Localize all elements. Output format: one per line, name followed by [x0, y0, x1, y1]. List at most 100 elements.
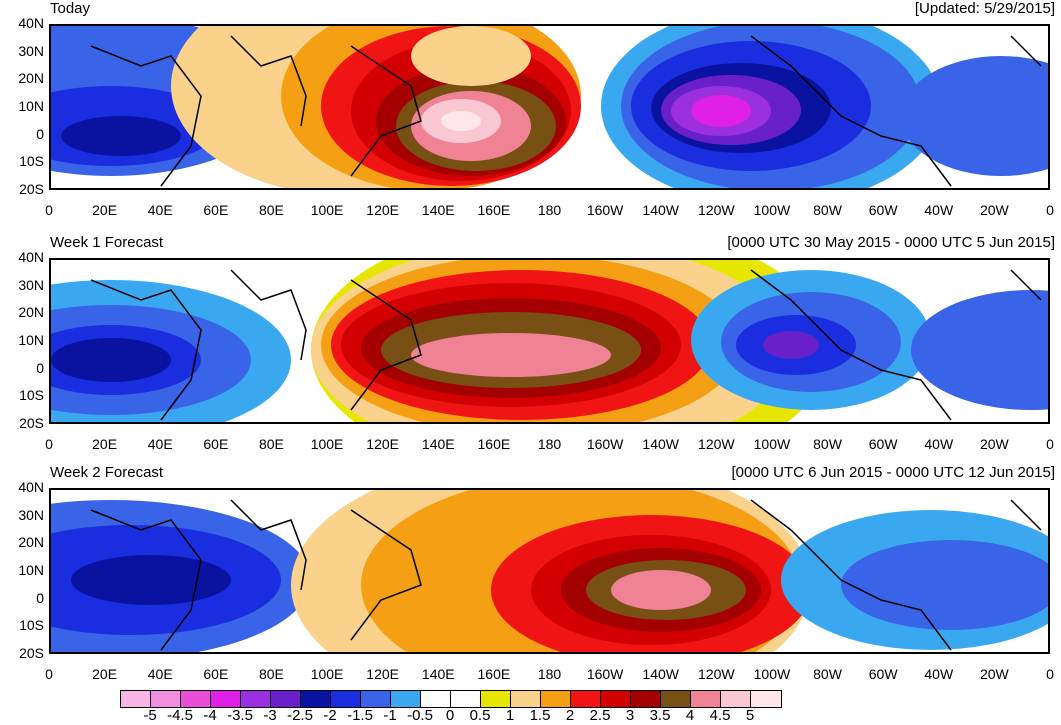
colorbar-swatch — [541, 691, 571, 707]
lon-label: 120W — [698, 202, 735, 218]
colorbar-label: 0 — [445, 707, 455, 724]
colorbar-swatch — [151, 691, 181, 707]
colorbar-swatch — [361, 691, 391, 707]
colorbar-swatch — [571, 691, 601, 707]
contour-region — [901, 56, 1048, 176]
coastline — [350, 509, 422, 641]
lat-label: 40N — [18, 15, 44, 31]
contour-region — [911, 290, 1048, 410]
colorbar-label: -5 — [143, 707, 157, 724]
lat-label: 20N — [18, 304, 44, 321]
lon-label: 160W — [586, 202, 624, 218]
lon-label: 140W — [642, 666, 680, 682]
lon-label: 80E — [258, 666, 284, 682]
lon-label: 160W — [586, 436, 624, 452]
lat-label: 10N — [18, 332, 44, 348]
lon-label: 120E — [366, 436, 400, 452]
lon-label: 180 — [537, 202, 562, 218]
coastline — [750, 35, 952, 187]
colorbar-swatch — [451, 691, 481, 707]
lon-label: 120E — [366, 666, 400, 682]
coastline — [1010, 269, 1042, 301]
lat-label: 20S — [19, 181, 44, 197]
lat-label: 10S — [19, 153, 44, 170]
lat-label: 30N — [18, 276, 44, 293]
lon-label: 100E — [310, 666, 344, 682]
colorbar — [120, 690, 782, 708]
coastline — [230, 499, 307, 591]
contour-region — [841, 540, 1048, 630]
lon-label: 100W — [753, 202, 791, 218]
map-frame — [49, 24, 1050, 190]
anomaly-map — [51, 260, 1048, 422]
lon-label: 140W — [642, 436, 680, 452]
lon-label: 60W — [868, 202, 898, 218]
panel-subtitle: [0000 UTC 6 Jun 2015 - 0000 UTC 12 Jun 2… — [731, 464, 1055, 481]
lon-label: 120W — [698, 436, 735, 452]
colorbar-label: -2 — [323, 707, 337, 724]
lon-label: 40W — [924, 202, 954, 218]
colorbar-swatch — [301, 691, 331, 707]
colorbar-label: 5 — [745, 707, 755, 724]
colorbar-label: -1.5 — [347, 707, 373, 724]
colorbar-swatch — [331, 691, 361, 707]
contour-region — [71, 555, 231, 605]
lon-label: 0 — [1046, 202, 1054, 218]
lon-label: 80W — [813, 666, 842, 682]
colorbar-swatch — [271, 691, 301, 707]
lat-label: 20N — [18, 534, 44, 551]
lon-label: 160E — [477, 202, 511, 218]
panel-title: Week 1 Forecast — [50, 234, 164, 251]
contour-region — [691, 95, 751, 127]
lon-label: 100E — [310, 202, 344, 218]
map-frame — [49, 258, 1050, 424]
lat-label: 10S — [19, 387, 44, 404]
colorbar-label: -2.5 — [287, 707, 313, 724]
lat-label: 40N — [18, 479, 44, 495]
colorbar-swatch — [511, 691, 541, 707]
colorbar-swatch — [691, 691, 721, 707]
anomaly-map — [51, 26, 1048, 188]
colorbar-label: -0.5 — [407, 707, 433, 724]
contour-region — [51, 338, 171, 382]
colorbar-label: -4.5 — [167, 707, 193, 724]
colorbar-label: 3.5 — [649, 707, 671, 724]
panel-subtitle: [Updated: 5/29/2015] — [914, 0, 1055, 17]
lon-label: 0 — [45, 202, 53, 218]
colorbar-label: 4.5 — [709, 707, 731, 724]
lon-label: 80E — [258, 202, 284, 218]
colorbar-label: 4 — [685, 707, 695, 724]
lon-label: 140W — [642, 202, 680, 218]
lon-label: 0 — [1046, 436, 1054, 452]
lat-label: 0 — [36, 589, 44, 606]
colorbar-label: -3.5 — [227, 707, 253, 724]
coastline — [1010, 35, 1042, 67]
lon-label: 40W — [924, 436, 954, 452]
colorbar-swatch — [421, 691, 451, 707]
lat-label: 40N — [18, 249, 44, 265]
colorbar-swatch — [181, 691, 211, 707]
lon-label: 120W — [698, 666, 735, 682]
lat-label: 20S — [19, 645, 44, 661]
lon-label: 180 — [537, 666, 562, 682]
lon-label: 80W — [813, 436, 842, 452]
panel-subtitle: [0000 UTC 30 May 2015 - 0000 UTC 5 Jun 2… — [727, 234, 1055, 251]
panel-title: Week 2 Forecast — [50, 464, 164, 481]
lon-label: 0 — [1046, 666, 1054, 682]
lon-label: 0 — [45, 666, 53, 682]
colorbar-swatch — [241, 691, 271, 707]
lon-label: 120E — [366, 202, 400, 218]
lon-label: 160W — [586, 666, 624, 682]
lon-label: 80W — [813, 202, 842, 218]
colorbar-label: -1 — [383, 707, 397, 724]
lon-label: 0 — [45, 436, 53, 452]
coastline — [90, 279, 202, 421]
lat-label: 30N — [18, 506, 44, 523]
colorbar-swatch — [481, 691, 511, 707]
coastline — [350, 45, 422, 177]
contour-region — [61, 116, 181, 156]
coastline — [350, 279, 422, 411]
lon-label: 20E — [92, 666, 118, 682]
lat-label: 0 — [36, 125, 44, 142]
colorbar-label: 3 — [625, 707, 635, 724]
